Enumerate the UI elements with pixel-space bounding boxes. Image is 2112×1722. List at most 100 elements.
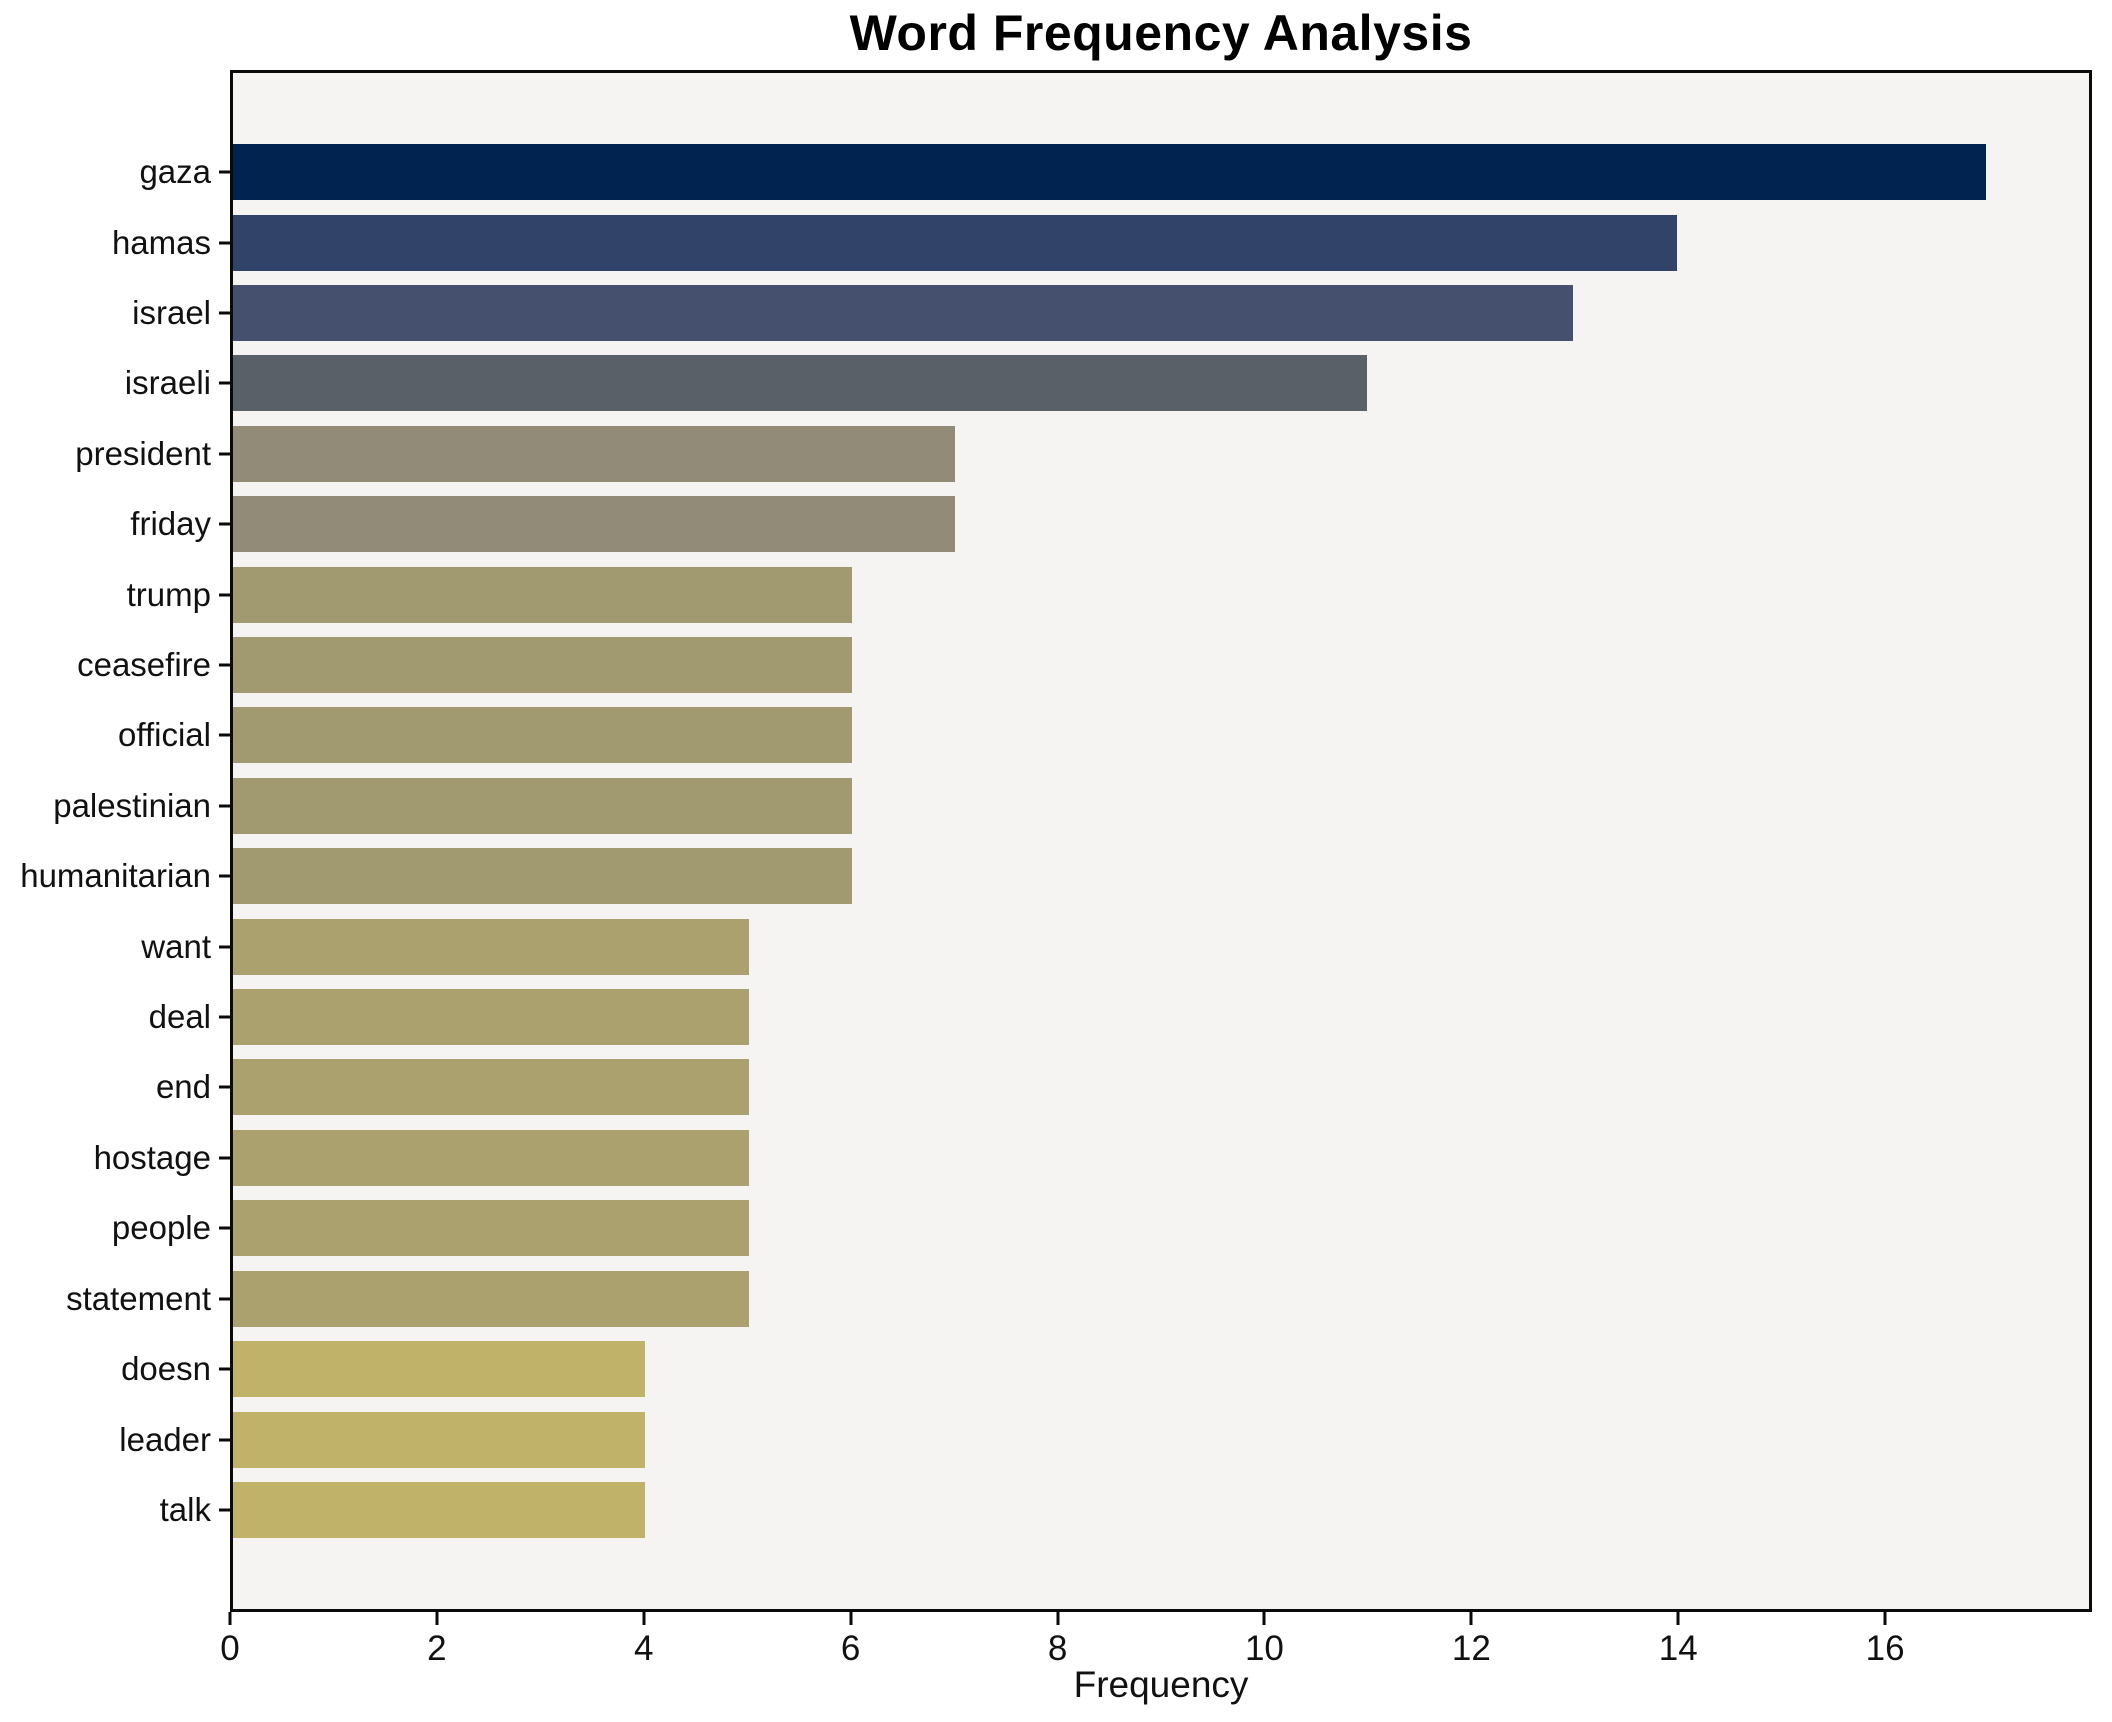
bar <box>233 144 1986 201</box>
plot-area: gaza hamas israel israeli president friday tru… <box>20 70 2092 1612</box>
y-tick <box>219 241 231 245</box>
y-tick <box>219 874 231 878</box>
y-tick <box>219 311 231 315</box>
bar <box>233 1411 646 1468</box>
x-tick-label: 0 <box>220 1629 240 1668</box>
bar-row: talk <box>160 1475 2089 1545</box>
x-tick-mark <box>1469 1612 1473 1625</box>
x-tick-mark <box>1883 1612 1887 1625</box>
bar <box>233 355 1368 412</box>
y-tick-label: official <box>118 716 211 754</box>
bar <box>233 637 852 694</box>
y-tick-label: deal <box>148 998 211 1036</box>
y-tick-label: end <box>155 1068 211 1106</box>
x-axis: 0 2 4 6 8 10 12 14 16 <box>220 1612 2092 1672</box>
y-tick-label: want <box>141 927 211 965</box>
bar <box>233 496 955 553</box>
y-tick-label: friday <box>130 505 211 543</box>
y-tick-label: president <box>75 434 211 472</box>
x-tick-label: 10 <box>1244 1629 1284 1668</box>
y-tick <box>219 1297 231 1301</box>
y-tick-label: doesn <box>121 1350 211 1388</box>
bar <box>233 1481 646 1538</box>
y-tick-label: leader <box>119 1420 211 1458</box>
y-tick-label: gaza <box>139 153 211 191</box>
bar-row: palestinian <box>53 771 2089 841</box>
y-tick <box>219 1367 231 1371</box>
bar-row: deal <box>149 982 2089 1052</box>
y-tick-label: people <box>111 1209 211 1247</box>
bar-row: humanitarian <box>20 841 2089 911</box>
bar-row: end <box>156 1052 2089 1122</box>
bar <box>233 1129 749 1186</box>
bar <box>233 1341 646 1398</box>
bar-row: gaza <box>139 137 2089 207</box>
y-tick-label: hostage <box>93 1138 211 1176</box>
x-tick-mark <box>1056 1612 1060 1625</box>
bar-row: israeli <box>125 348 2089 418</box>
bar <box>233 566 852 623</box>
y-tick <box>219 1015 231 1019</box>
bar-row: leader <box>119 1404 2089 1474</box>
x-tick-label: 16 <box>1865 1629 1905 1668</box>
y-tick <box>219 1508 231 1512</box>
bar-row: hostage <box>94 1123 2089 1193</box>
x-tick-label: 4 <box>634 1629 654 1668</box>
bar-row: israel <box>132 278 2089 348</box>
y-tick-label: trump <box>126 575 211 613</box>
bar <box>233 918 749 975</box>
bar-row: trump <box>127 559 2089 629</box>
bar-row: friday <box>130 489 2089 559</box>
y-tick-label: israel <box>132 294 211 332</box>
y-tick <box>219 1156 231 1160</box>
bar <box>233 214 1677 271</box>
x-tick-label: 14 <box>1658 1629 1698 1668</box>
x-tick-mark <box>228 1612 232 1625</box>
y-tick-label: humanitarian <box>20 857 211 895</box>
y-tick-label: israeli <box>124 364 211 402</box>
bar <box>233 1270 749 1327</box>
bar <box>233 777 852 834</box>
y-tick <box>219 1085 231 1089</box>
y-tick <box>219 522 231 526</box>
y-tick-label: ceasefire <box>77 646 211 684</box>
x-tick-mark <box>1676 1612 1680 1625</box>
x-tick-mark <box>849 1612 853 1625</box>
y-tick <box>219 452 231 456</box>
x-axis-label: Frequency <box>1073 1664 1249 1705</box>
x-tick-label: 12 <box>1451 1629 1491 1668</box>
bar <box>233 425 955 482</box>
x-tick-mark <box>1262 1612 1266 1625</box>
y-tick-label: hamas <box>111 223 211 261</box>
y-tick <box>219 663 231 667</box>
bar <box>233 1059 749 1116</box>
bar-rows-container: gaza hamas israel israeli president friday tru… <box>20 73 2089 1609</box>
y-tick-label: talk <box>159 1490 211 1528</box>
x-tick-mark <box>435 1612 439 1625</box>
x-tick-mark <box>642 1612 646 1625</box>
x-tick-label: 2 <box>427 1629 447 1668</box>
bar <box>233 285 1574 342</box>
y-tick <box>219 593 231 597</box>
bar-row: want <box>141 911 2089 981</box>
y-tick <box>219 945 231 949</box>
bar-row: statement <box>66 1264 2089 1334</box>
y-tick-label: palestinian <box>53 786 211 824</box>
chart-title: Word Frequency Analysis <box>849 5 1473 61</box>
y-tick <box>219 733 231 737</box>
bar-row: ceasefire <box>77 630 2089 700</box>
y-tick <box>219 804 231 808</box>
bar <box>233 707 852 764</box>
y-tick <box>219 1438 231 1442</box>
y-tick-label: statement <box>66 1279 211 1317</box>
x-tick-label: 8 <box>1047 1629 1068 1668</box>
bar <box>233 848 852 905</box>
bar <box>233 989 749 1046</box>
bar-row: president <box>75 419 2089 489</box>
bar <box>233 1200 749 1257</box>
y-tick <box>219 381 231 385</box>
bar-row: official <box>118 700 2089 770</box>
bar-row: people <box>112 1193 2089 1263</box>
y-tick <box>219 170 231 174</box>
